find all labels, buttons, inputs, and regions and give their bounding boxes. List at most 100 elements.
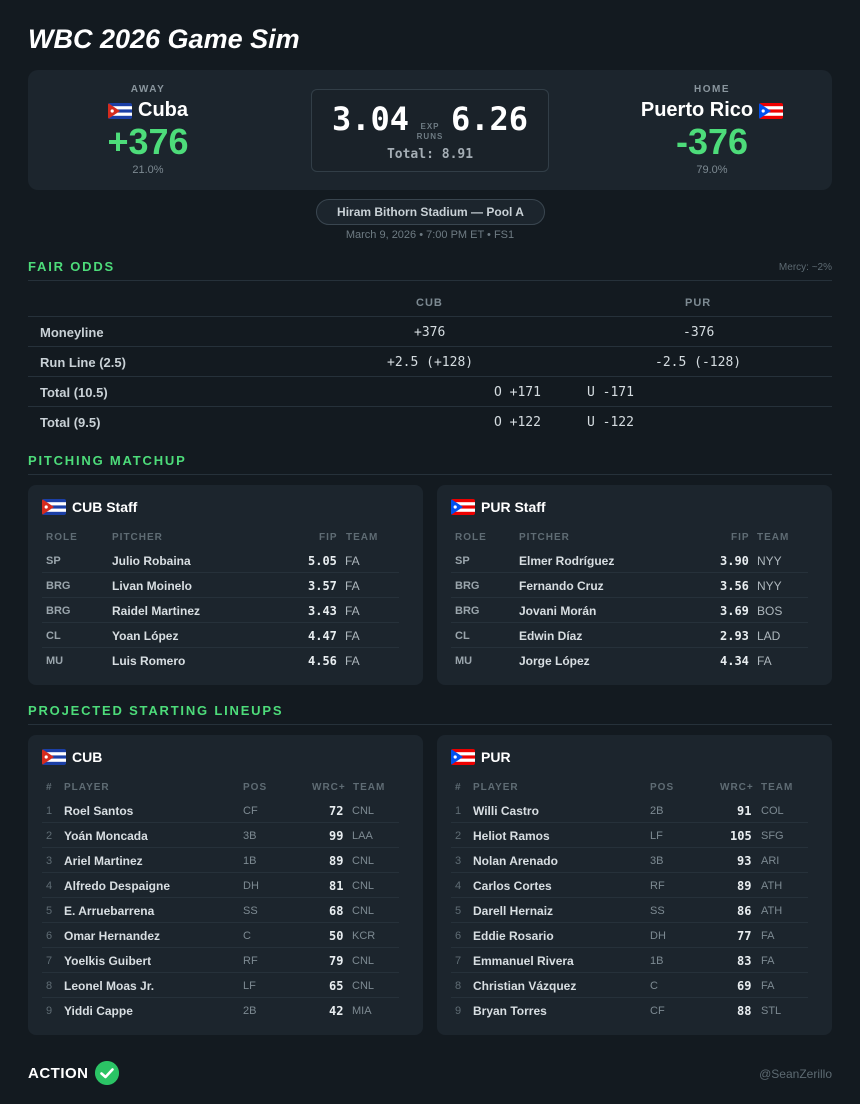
- lineup-row: 6 Omar Hernandez C 50 KCR: [42, 923, 399, 948]
- player-name: Roel Santos: [64, 804, 134, 818]
- pitcher-row: MU Jorge López 4.34 FA: [451, 648, 808, 673]
- player-wrc: 105: [730, 829, 752, 843]
- away-staff-title: CUB Staff: [42, 499, 137, 515]
- odds-over-value: O +171: [494, 385, 541, 400]
- player-name: Carlos Cortes: [473, 879, 552, 893]
- lineup-row: 7 Emmanuel Rivera 1B 83 FA: [451, 948, 808, 973]
- batting-order: 4: [455, 880, 462, 892]
- pitcher-name: Elmer Rodríguez: [519, 554, 615, 568]
- player-wrc: 88: [737, 1004, 752, 1018]
- away-label: AWAY: [130, 84, 166, 95]
- pitcher-team: NYY: [757, 579, 782, 593]
- pitcher-name: Yoan López: [112, 629, 179, 643]
- pitcher-team: FA: [345, 604, 360, 618]
- away-team-name-text: Cuba: [138, 99, 188, 121]
- home-lineup-card: PUR # PLAYER POS WRC+ TEAM 1 Willi Castr…: [437, 735, 832, 1035]
- player-pos: LF: [243, 980, 256, 992]
- batting-order: 1: [46, 805, 53, 817]
- lineup-row: 8 Leonel Moas Jr. LF 65 CNL: [42, 973, 399, 998]
- player-wrc: 91: [737, 804, 752, 818]
- player-name: Nolan Arenado: [473, 854, 558, 868]
- home-win-pct: 79.0%: [696, 164, 728, 176]
- pitcher-team: FA: [757, 654, 772, 668]
- batting-order: 6: [455, 930, 462, 942]
- lineup-row: 2 Heliot Ramos LF 105 SFG: [451, 823, 808, 848]
- player-team: COL: [761, 805, 784, 817]
- player-name: Darell Hernaiz: [473, 904, 554, 918]
- pitcher-row: CL Edwin Díaz 2.93 LAD: [451, 623, 808, 648]
- away-staff-title-text: CUB Staff: [72, 499, 138, 515]
- exp-runs-total: Total: 8.91: [386, 147, 474, 162]
- puerto-rico-flag-icon: [759, 102, 784, 119]
- odds-home-value: -376: [683, 325, 715, 340]
- lineup-row: 3 Nolan Arenado 3B 93 ARI: [451, 848, 808, 873]
- lineups-rule: [28, 724, 832, 725]
- away-team-name: Cuba: [28, 99, 268, 122]
- header-pitcher: PITCHER: [519, 532, 570, 543]
- odds-away-value: +376: [414, 325, 446, 340]
- player-name: Christian Vázquez: [473, 979, 577, 993]
- player-pos: RF: [650, 880, 665, 892]
- author-credit: @SeanZerillo: [759, 1067, 832, 1081]
- pitcher-row: BRG Livan Moinelo 3.57 FA: [42, 573, 399, 598]
- lineups-title: PROJECTED STARTING LINEUPS: [28, 703, 284, 718]
- player-team: STL: [761, 1005, 782, 1017]
- player-wrc: 86: [737, 904, 752, 918]
- odds-row-total-10-5: Total (10.5) O +171 U -171: [28, 376, 832, 406]
- odds-under-value: U -171: [587, 385, 634, 400]
- player-team: FA: [761, 930, 775, 942]
- pitcher-role: BRG: [46, 605, 71, 617]
- mercy-note: Mercy: ~2%: [778, 262, 832, 273]
- pitcher-fip: 3.57: [308, 579, 337, 593]
- player-wrc: 77: [737, 929, 752, 943]
- batting-order: 9: [46, 1005, 53, 1017]
- header-role: ROLE: [455, 532, 487, 543]
- batting-order: 1: [455, 805, 462, 817]
- pitcher-role: SP: [455, 555, 470, 567]
- player-team: SFG: [761, 830, 784, 842]
- player-team: CNL: [352, 980, 375, 992]
- player-pos: CF: [650, 1005, 665, 1017]
- player-pos: DH: [243, 880, 259, 892]
- player-pos: 1B: [650, 955, 664, 967]
- header-team: TEAM: [346, 532, 379, 543]
- player-pos: SS: [650, 905, 665, 917]
- pitcher-name: Jorge López: [519, 654, 590, 668]
- player-name: Ariel Martinez: [64, 854, 143, 868]
- lineup-row: 5 E. Arruebarrena SS 68 CNL: [42, 898, 399, 923]
- action-label: ACTION: [28, 1065, 89, 1082]
- lineup-row: 1 Willi Castro 2B 91 COL: [451, 798, 808, 823]
- player-wrc: 79: [329, 954, 344, 968]
- home-moneyline: -376: [675, 121, 749, 162]
- player-pos: C: [650, 980, 658, 992]
- lineup-row: 5 Darell Hernaiz SS 86 ATH: [451, 898, 808, 923]
- header-fip: FIP: [731, 532, 750, 543]
- home-lineup-title: PUR: [451, 749, 511, 765]
- away-team-block: AWAY Cuba +376 21.0%: [28, 84, 268, 176]
- lineup-row: 4 Alfredo Despaigne DH 81 CNL: [42, 873, 399, 898]
- home-team-block: HOME Puerto Rico -376 79.0%: [592, 84, 832, 176]
- odds-home-value: -2.5 (-128): [655, 355, 742, 370]
- pitcher-team: LAD: [757, 629, 781, 643]
- header-wrc: WRC+: [312, 782, 346, 793]
- player-team: LAA: [352, 830, 373, 842]
- exp-runs-label: EXP RUNS: [312, 122, 548, 142]
- header-player: PLAYER: [64, 782, 110, 793]
- pitching-rule: [28, 474, 832, 475]
- home-staff-title-text: PUR Staff: [481, 499, 546, 515]
- player-name: Willi Castro: [473, 804, 539, 818]
- lineup-row: 8 Christian Vázquez C 69 FA: [451, 973, 808, 998]
- home-team-name-text: Puerto Rico: [640, 99, 754, 121]
- batting-order: 2: [46, 830, 53, 842]
- pitcher-name: Fernando Cruz: [519, 579, 604, 593]
- header-pos: POS: [243, 782, 268, 793]
- pitcher-row: CL Yoan López 4.47 FA: [42, 623, 399, 648]
- home-team-name: Puerto Rico: [592, 99, 832, 122]
- lineup-row: 4 Carlos Cortes RF 89 ATH: [451, 873, 808, 898]
- player-team: FA: [761, 955, 775, 967]
- player-wrc: 69: [737, 979, 752, 993]
- pitcher-team: BOS: [757, 604, 783, 618]
- player-name: Omar Hernandez: [64, 929, 161, 943]
- fair-odds-table: CUB PUR Moneyline +376 -376 Run Line (2.…: [28, 288, 832, 436]
- odds-label: Total (9.5): [40, 415, 101, 430]
